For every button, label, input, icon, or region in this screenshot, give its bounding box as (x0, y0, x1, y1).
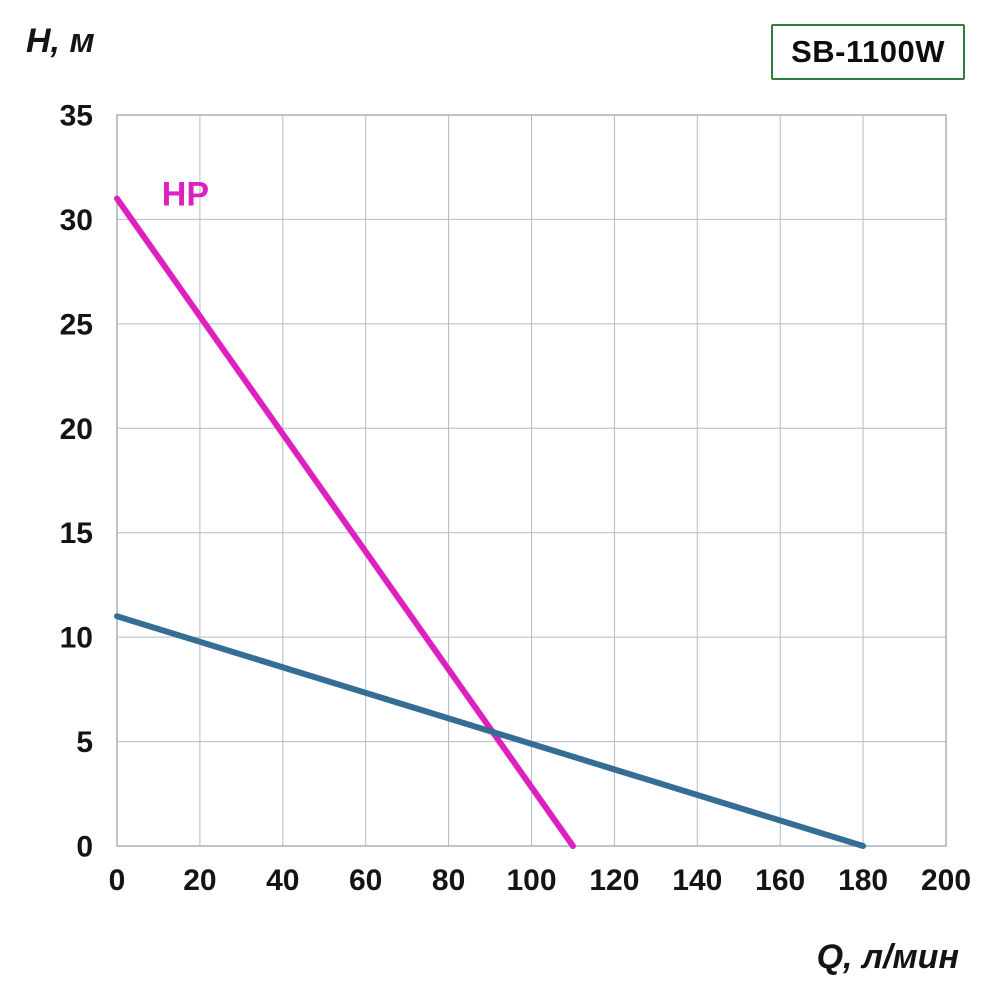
y-tick-label: 25 (60, 308, 93, 341)
x-tick-label: 160 (755, 864, 805, 897)
x-tick-label: 20 (183, 864, 216, 897)
x-axis-label: Q, л/мин (816, 938, 959, 976)
y-tick-label: 30 (60, 204, 93, 237)
x-tick-label: 40 (266, 864, 299, 897)
x-tick-label: 0 (109, 864, 126, 897)
x-tick-label: 180 (838, 864, 888, 897)
y-tick-label: 20 (60, 413, 93, 446)
y-tick-label: 0 (76, 831, 93, 864)
x-tick-label: 80 (432, 864, 465, 897)
series-label-hp: HP (162, 175, 209, 213)
x-tick-label: 100 (506, 864, 556, 897)
plot-border (116, 114, 947, 847)
x-tick-label: 140 (672, 864, 722, 897)
x-tick-label: 200 (921, 864, 971, 897)
y-tick-label: 15 (60, 517, 93, 550)
y-tick-label: 35 (60, 100, 93, 133)
series-pump-curve (114, 613, 867, 849)
y-axis-label: H, м (26, 22, 95, 60)
x-tick-label: 120 (589, 864, 639, 897)
x-tick-label: 60 (349, 864, 382, 897)
y-tick-label: 5 (76, 726, 93, 759)
y-tick-label: 10 (60, 622, 93, 655)
series-hp-curve (114, 195, 576, 849)
model-badge: SB-1100W (771, 24, 965, 80)
